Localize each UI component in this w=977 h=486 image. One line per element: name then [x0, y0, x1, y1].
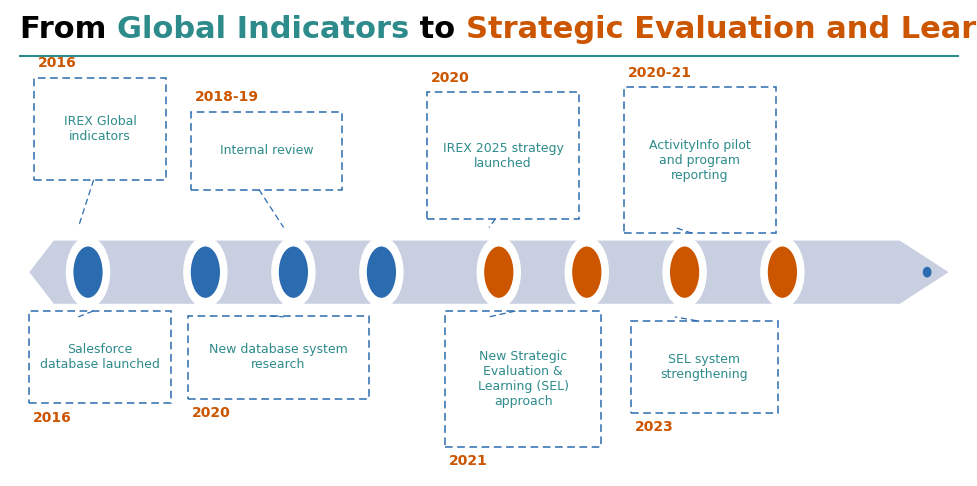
Text: IREX 2025 strategy
launched: IREX 2025 strategy launched	[443, 141, 563, 170]
Text: 2020-21: 2020-21	[627, 66, 691, 80]
Ellipse shape	[365, 245, 397, 299]
Text: 2018-19: 2018-19	[194, 90, 258, 104]
Ellipse shape	[766, 245, 797, 299]
Text: 2021: 2021	[448, 454, 488, 469]
Text: to: to	[408, 15, 465, 44]
Ellipse shape	[662, 237, 705, 307]
Text: From: From	[20, 15, 116, 44]
Ellipse shape	[184, 237, 227, 307]
Text: ActivityInfo pilot
and program
reporting: ActivityInfo pilot and program reporting	[648, 139, 750, 182]
Text: 2020: 2020	[431, 71, 470, 85]
Text: IREX Global
indicators: IREX Global indicators	[64, 115, 137, 143]
Text: 2023: 2023	[634, 420, 673, 434]
Text: New database system
research: New database system research	[209, 343, 347, 371]
Ellipse shape	[760, 237, 803, 307]
Text: SEL system
strengthening: SEL system strengthening	[659, 353, 747, 381]
Ellipse shape	[565, 237, 608, 307]
Ellipse shape	[668, 245, 700, 299]
Text: 2020: 2020	[191, 406, 231, 420]
Polygon shape	[29, 241, 948, 304]
Ellipse shape	[571, 245, 602, 299]
Ellipse shape	[277, 245, 309, 299]
Ellipse shape	[477, 237, 520, 307]
Ellipse shape	[483, 245, 514, 299]
Text: Salesforce
database launched: Salesforce database launched	[40, 343, 160, 371]
Ellipse shape	[272, 237, 315, 307]
Ellipse shape	[72, 245, 104, 299]
Text: Internal review: Internal review	[220, 144, 313, 157]
Text: 2016: 2016	[38, 56, 77, 70]
Ellipse shape	[66, 237, 109, 307]
Text: Global Indicators: Global Indicators	[116, 15, 408, 44]
Text: New Strategic
Evaluation &
Learning (SEL)
approach: New Strategic Evaluation & Learning (SEL…	[477, 350, 569, 408]
Text: 2016: 2016	[33, 411, 72, 425]
Ellipse shape	[922, 267, 930, 278]
Ellipse shape	[190, 245, 221, 299]
Text: Strategic Evaluation and Learning (SEL): Strategic Evaluation and Learning (SEL)	[465, 15, 977, 44]
Ellipse shape	[360, 237, 403, 307]
